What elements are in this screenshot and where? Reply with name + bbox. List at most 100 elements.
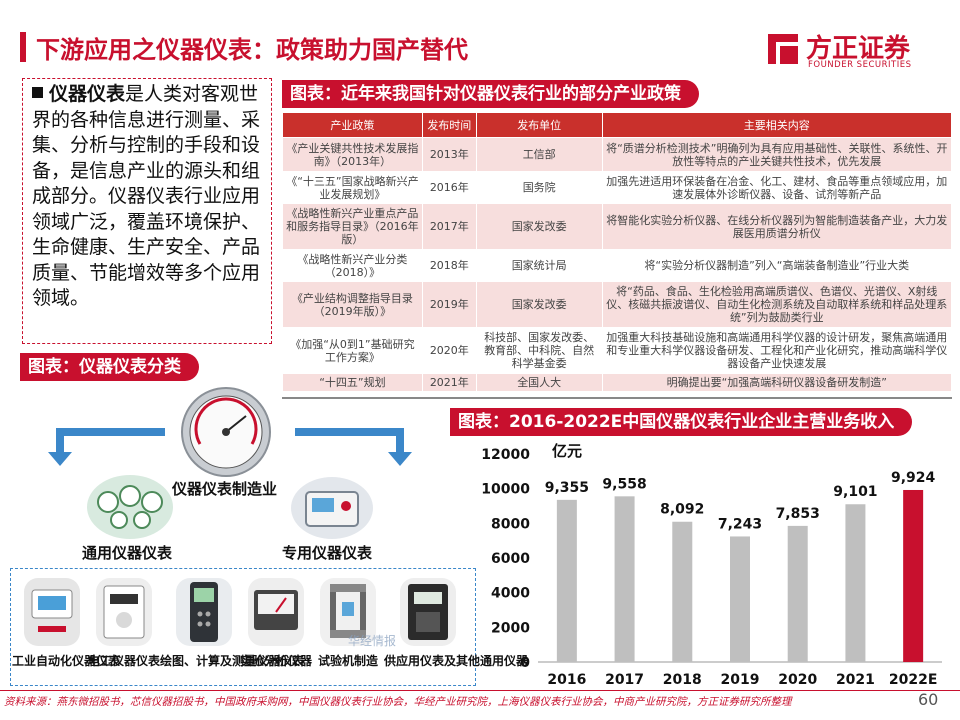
general-label: 通用仪器仪表 bbox=[82, 544, 173, 562]
logo-subtext: FOUNDER SECURITIES bbox=[808, 60, 912, 70]
special-label: 专用仪器仪表 bbox=[282, 544, 373, 562]
table-bottom-rule bbox=[282, 397, 952, 399]
bar-value-label: 7,243 bbox=[718, 516, 762, 532]
table-cell: 加强先进适用环保装备在冶金、化工、建材、食品等重点领域应用，加速发展体外诊断仪器… bbox=[601, 171, 953, 204]
chart-bar bbox=[845, 504, 866, 662]
industrial-automation-icon bbox=[24, 578, 80, 646]
page-number: 60 bbox=[918, 690, 939, 709]
table-cell: 国家统计局 bbox=[475, 249, 603, 282]
table-cell: 将“实验分析仪器制造”列入“高端装备制造业”行业大类 bbox=[601, 249, 953, 282]
table-cell: 2019年 bbox=[421, 281, 477, 328]
table-cell: 全国人大 bbox=[475, 373, 603, 392]
electrical-meter-icon bbox=[96, 578, 152, 646]
column-header: 发布时间 bbox=[421, 112, 477, 138]
table-cell: 《产业结构调整指导目录（2019年版）》 bbox=[282, 281, 423, 328]
table-cell: 将“质谱分析检测技术”明确列为具有应用基础性、关联性、系统性、开放性等特点的产业… bbox=[601, 137, 953, 172]
table-row: 《战略性新兴产业分类（2018）》 2018年 国家统计局 将“实验分析仪器制造… bbox=[282, 249, 953, 282]
x-tick-label: 2021 bbox=[836, 672, 875, 688]
table-cell: 加强重大科技基础设施和高端通用科学仪器的设计研发，聚焦高端通用和专业重大科学仪器… bbox=[601, 327, 953, 374]
utility-meter-icon bbox=[400, 578, 456, 646]
founder-logo-icon bbox=[768, 34, 798, 64]
table-cell: 《产业关键共性技术发展指南》（2013年） bbox=[282, 137, 423, 172]
y-tick-label: 4000 bbox=[491, 586, 530, 602]
classification-tag: 图表：仪器仪表分类 bbox=[20, 353, 199, 381]
table-cell: 将“药品、食品、生化检验用高端质谱仪、色谱仪、光谱仪、X射线仪、核磁共振波谱仪、… bbox=[601, 281, 953, 328]
category-label: 绘图、计算及测量仪器仪表 bbox=[160, 654, 305, 668]
special-instrument-icon bbox=[291, 477, 373, 539]
page-title: 下游应用之仪器仪表：政策助力国产替代 bbox=[36, 36, 468, 64]
intro-box bbox=[22, 78, 272, 344]
table-cell: “十四五”规划 bbox=[282, 373, 423, 392]
general-instruments-icon bbox=[87, 475, 173, 539]
table-cell: 国家发改委 bbox=[475, 281, 603, 328]
arrow-left-icon bbox=[48, 428, 165, 466]
table-cell: 2017年 bbox=[421, 203, 477, 250]
table-cell: 国家发改委 bbox=[475, 203, 603, 250]
table-cell: 2016年 bbox=[421, 171, 477, 204]
arrow-right-icon bbox=[295, 428, 412, 466]
category-box bbox=[10, 568, 476, 686]
chart-bar bbox=[787, 525, 808, 662]
title-accent-bar bbox=[20, 32, 26, 62]
testing-machine-icon bbox=[320, 578, 376, 646]
column-header: 主要相关内容 bbox=[601, 112, 953, 138]
bar-value-label: 9,355 bbox=[545, 480, 589, 496]
table-cell: 明确提出要“加强高端科研仪器设备研发制造” bbox=[601, 373, 953, 392]
bar-value-label: 9,558 bbox=[602, 476, 646, 492]
chart-bar bbox=[672, 521, 693, 662]
category-label: 试验机制造 bbox=[317, 654, 378, 668]
source-note: 资料来源：燕东微招股书，芯信仪器招股书，中国政府采购网，中国仪器仪表行业协会，华… bbox=[4, 696, 792, 708]
table-cell: 《加强“从0到1”基础研究工作方案》 bbox=[282, 327, 423, 374]
table-row: “十四五”规划 2021年 全国人大 明确提出要“加强高端科研仪器设备研发制造” bbox=[282, 373, 953, 392]
x-tick-label: 2016 bbox=[547, 672, 586, 688]
table-row: 《“十三五”国家战略新兴产业发展规划》 2016年 国务院 加强先进适用环保装备… bbox=[282, 171, 953, 204]
chart-bar bbox=[614, 496, 635, 662]
bar-value-label: 9,101 bbox=[833, 484, 877, 500]
x-tick-label: 2020 bbox=[778, 672, 817, 688]
x-tick-label: 2022E bbox=[889, 672, 938, 688]
policy-table: 产业政策 发布时间 发布单位 主要相关内容 《产业关键共性技术发展指南》（201… bbox=[282, 112, 953, 392]
measuring-device-icon bbox=[176, 578, 232, 646]
table-row: 《加强“从0到1”基础研究工作方案》 2020年 科技部、国家发改委、教育部、中… bbox=[282, 327, 953, 374]
bar-value-label: 9,924 bbox=[891, 470, 936, 486]
table-cell: 《战略性新兴产业重点产品和服务指导目录》（2016年版） bbox=[282, 203, 423, 250]
policy-table-tag: 图表：近年来我国针对仪器仪表行业的部分产业政策 bbox=[282, 80, 699, 108]
logo-text: 方正证券 bbox=[806, 34, 911, 64]
chart-bar bbox=[556, 499, 577, 662]
y-tick-label: 8000 bbox=[491, 516, 530, 532]
y-tick-label: 6000 bbox=[491, 551, 530, 567]
bullet-icon bbox=[32, 87, 43, 98]
y-tick-label: 12000 bbox=[481, 447, 530, 463]
category-label: 电工仪器仪表 bbox=[88, 654, 161, 668]
y-tick-label: 0 bbox=[520, 655, 530, 671]
intro-text: 是人类对客观世界的各种信息进行测量、采集、分析与控制的手段和设备，是信息产业的源… bbox=[32, 83, 261, 309]
table-cell: 《战略性新兴产业分类（2018）》 bbox=[282, 249, 423, 282]
pressure-gauge-icon bbox=[181, 387, 271, 477]
column-header: 产业政策 bbox=[282, 112, 423, 138]
intro-bold: 仪器仪表 bbox=[49, 83, 126, 105]
x-tick-label: 2018 bbox=[663, 672, 702, 688]
table-cell: 2021年 bbox=[421, 373, 477, 392]
chart-bar bbox=[903, 489, 924, 662]
lab-analyzer-icon bbox=[248, 578, 304, 646]
x-tick-label: 2019 bbox=[721, 672, 760, 688]
category-label: 供应用仪表及其他通用仪器 bbox=[384, 654, 529, 668]
category-label: 实验分析仪器 bbox=[240, 654, 313, 668]
table-cell: 《“十三五”国家战略新兴产业发展规划》 bbox=[282, 171, 423, 204]
column-header: 发布单位 bbox=[475, 112, 603, 138]
category-label: 工业自动化仪器仪表 bbox=[12, 654, 121, 668]
table-cell: 将智能化实验分析仪器、在线分析仪器列为智能制造装备产业，大力发展医用质谱分析仪 bbox=[601, 203, 953, 250]
chart-bar bbox=[730, 536, 750, 662]
footer-rule bbox=[0, 690, 960, 691]
y-tick-label: 10000 bbox=[481, 482, 530, 498]
table-cell: 2018年 bbox=[421, 249, 477, 282]
revenue-chart-tag: 图表：2016-2022E中国仪器仪表行业企业主营业务收入 bbox=[450, 408, 913, 436]
table-cell: 2020年 bbox=[421, 327, 477, 374]
chart-unit-label: 亿元 bbox=[552, 442, 583, 460]
x-tick-label: 2017 bbox=[605, 672, 644, 688]
y-tick-label: 2000 bbox=[491, 620, 530, 636]
table-cell: 国务院 bbox=[475, 171, 603, 204]
manufacturing-label: 仪器仪表制造业 bbox=[172, 480, 278, 498]
revenue-bar-chart: 0 2000 4000 6000 8000 10000 12000 9,355 2016 9,55… bbox=[481, 447, 942, 688]
table-row: 《产业关键共性技术发展指南》（2013年） 2013年 工信部 将“质谱分析检测… bbox=[282, 137, 953, 172]
